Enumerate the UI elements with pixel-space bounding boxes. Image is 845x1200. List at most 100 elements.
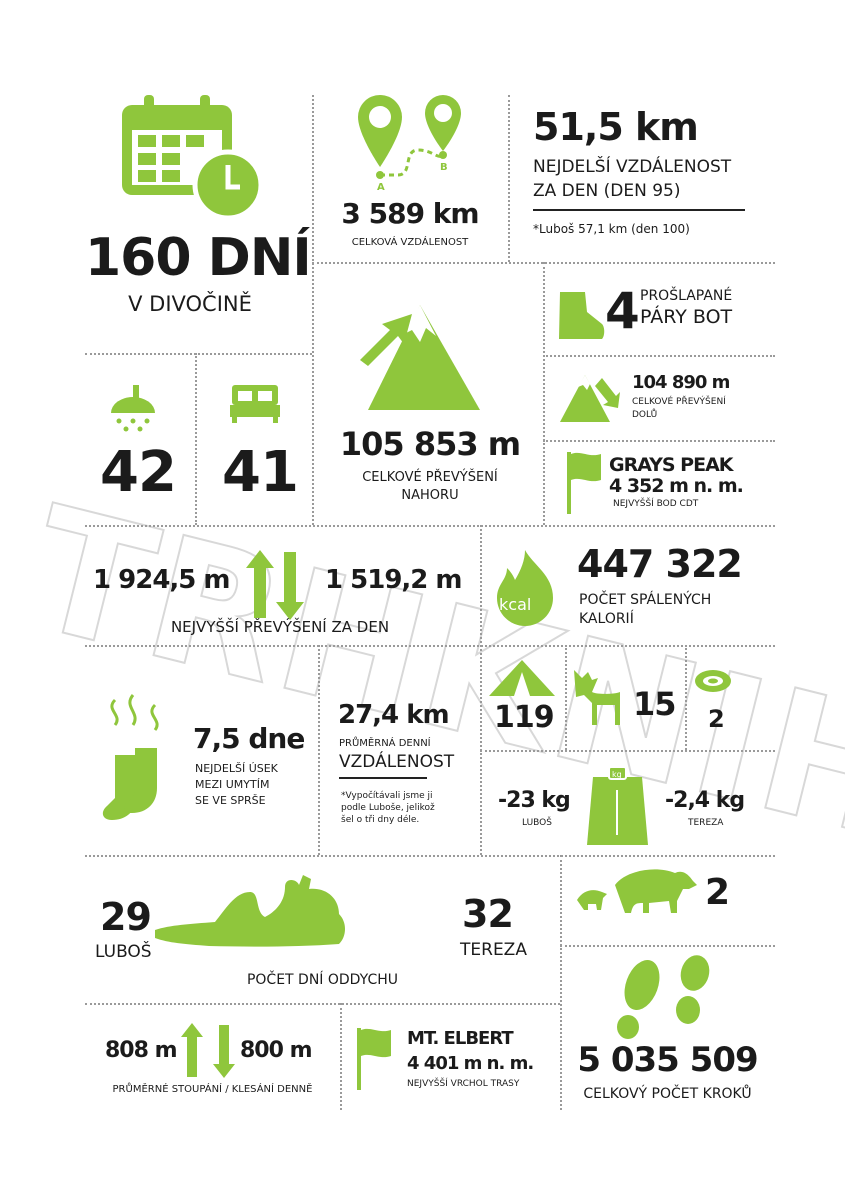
grays-name: GRAYS PEAK — [609, 454, 734, 476]
max-up-value: 1 924,5 m — [93, 565, 231, 595]
rest-label: POČET DNÍ ODDYCHU — [246, 972, 399, 988]
divider — [85, 1003, 560, 1005]
footprints-icon — [617, 955, 710, 1039]
bears-icon — [577, 869, 697, 913]
grays-height: 4 352 m n. m. — [609, 475, 744, 497]
tent-icon — [489, 660, 555, 696]
svg-text:B: B — [440, 162, 448, 173]
divider — [560, 855, 562, 1110]
avg-dist-value: 27,4 km — [338, 700, 450, 730]
max-day-label: NEJVYŠŠÍ PŘEVÝŠENÍ ZA DEN — [170, 618, 390, 636]
calendar-clock-icon — [122, 95, 264, 220]
avg-dist-note: *Vypočítávali jsme ji podle Luboše, jelik… — [341, 791, 435, 826]
rest-tereza-label: TEREZA — [460, 940, 527, 960]
tent-value: 119 — [494, 700, 555, 735]
snake-value: 2 — [708, 705, 725, 733]
moose-value: 15 — [633, 685, 677, 723]
distance-label: CELKOVÁ VZDÁLENOST — [351, 237, 469, 248]
bed-value: 41 — [222, 440, 299, 505]
weight-lubos-value: -23 kg — [498, 788, 571, 813]
days-value: 160 DNÍ — [85, 228, 312, 288]
descent-value: 104 890 m — [632, 372, 730, 393]
boots-label2: PÁRY BOT — [640, 306, 733, 328]
flag-icon — [567, 452, 601, 514]
days-label: V DIVOČINĚ — [128, 292, 252, 316]
resting-person-icon — [155, 875, 345, 947]
ascent-label2: NAHORU — [401, 488, 459, 503]
divider — [543, 440, 775, 442]
fire-kcal-icon: kcal — [497, 550, 553, 626]
divider — [195, 353, 197, 525]
ascent-label1: CELKOVÉ PŘEVÝŠENÍ — [362, 470, 498, 485]
moose-icon — [574, 670, 620, 725]
ascent-value: 105 853 m — [339, 425, 521, 463]
scale-icon: kg — [587, 766, 648, 845]
divider — [543, 262, 545, 525]
mountain-down-icon — [560, 375, 620, 422]
weight-tereza-value: -2,4 kg — [665, 788, 745, 813]
avg-up-value: 808 m — [105, 1038, 178, 1063]
longest-day-note: *Luboš 57,1 km (den 100) — [533, 222, 690, 236]
divider — [685, 645, 687, 750]
socks-label1: NEJDELŠÍ ÚSEK — [195, 762, 278, 775]
socks-label3: SE VE SPRŠE — [195, 794, 266, 807]
divider — [543, 355, 775, 357]
divider — [85, 855, 775, 857]
elbert-height: 4 401 m n. m. — [407, 1053, 534, 1074]
boots-label1: PROŠLAPANÉ — [640, 288, 733, 304]
longest-day-label1: NEJDELŠÍ VZDÁLENOST — [533, 157, 732, 177]
steps-label: CELKOVÝ POČET KROKŮ — [583, 1086, 752, 1102]
flag-icon — [357, 1028, 391, 1090]
elbert-label: NEJVYŠŠÍ VRCHOL TRASY — [407, 1079, 520, 1089]
svg-text:A: A — [377, 182, 385, 193]
divider — [85, 525, 775, 527]
divider — [480, 750, 775, 752]
longest-day-value: 51,5 km — [533, 105, 699, 149]
bed-icon — [230, 385, 280, 423]
elbert-name: MT. ELBERT — [407, 1028, 514, 1049]
distance-value: 3 589 km — [341, 197, 479, 230]
weight-tereza-label: TEREZA — [688, 818, 724, 828]
bears-value: 2 — [705, 872, 730, 913]
svg-text:kg: kg — [612, 770, 622, 779]
calories-value: 447 322 — [577, 542, 743, 586]
up-down-arrows-icon — [181, 1023, 235, 1078]
svg-text:kcal: kcal — [499, 595, 531, 614]
socks-value: 7,5 dne — [193, 722, 305, 755]
divider — [318, 645, 320, 855]
grays-label: NEJVYŠŠÍ BOD CDT — [613, 499, 699, 509]
socks-label2: MEZI UMYTÍM — [195, 778, 270, 791]
divider — [560, 945, 775, 947]
rest-tereza-value: 32 — [462, 892, 514, 936]
weight-lubos-label: LUBOŠ — [522, 818, 552, 828]
shower-value: 42 — [100, 440, 177, 505]
boot-icon — [559, 292, 605, 339]
shower-icon — [111, 385, 155, 432]
steps-value: 5 035 509 — [577, 1040, 758, 1080]
avg-down-value: 800 m — [240, 1038, 313, 1063]
snake-icon — [695, 670, 731, 692]
calories-label1: POČET SPÁLENÝCH — [579, 592, 712, 608]
route-pins-icon: A B — [358, 95, 461, 193]
divider — [85, 353, 312, 355]
divider — [312, 95, 314, 525]
descent-label2: DOLŮ — [632, 410, 658, 420]
longest-day-label2: ZA DEN (DEN 95) — [533, 181, 681, 201]
divider — [508, 95, 510, 262]
up-down-arrows-icon — [246, 550, 304, 620]
avg-dist-label1: PRŮMĚRNÁ DENNÍ — [339, 738, 431, 749]
max-down-value: 1 519,2 m — [325, 565, 463, 595]
rest-lubos-value: 29 — [100, 895, 152, 939]
boots-value: 4 — [605, 282, 640, 340]
divider — [85, 645, 775, 647]
divider — [565, 645, 567, 750]
smelly-socks-icon — [102, 694, 159, 820]
divider — [480, 525, 482, 855]
avg-dist-label2: VZDÁLENOST — [339, 752, 455, 772]
mountain-up-icon — [360, 305, 480, 410]
calories-label2: KALORIÍ — [579, 611, 634, 627]
avg-climb-label: PRŮMĚRNÉ STOUPÁNÍ / KLESÁNÍ DENNĚ — [112, 1084, 313, 1095]
divider — [340, 1003, 342, 1110]
descent-label1: CELKOVÉ PŘEVÝŠENÍ — [632, 397, 726, 407]
rest-lubos-label: LUBOŠ — [95, 942, 152, 962]
